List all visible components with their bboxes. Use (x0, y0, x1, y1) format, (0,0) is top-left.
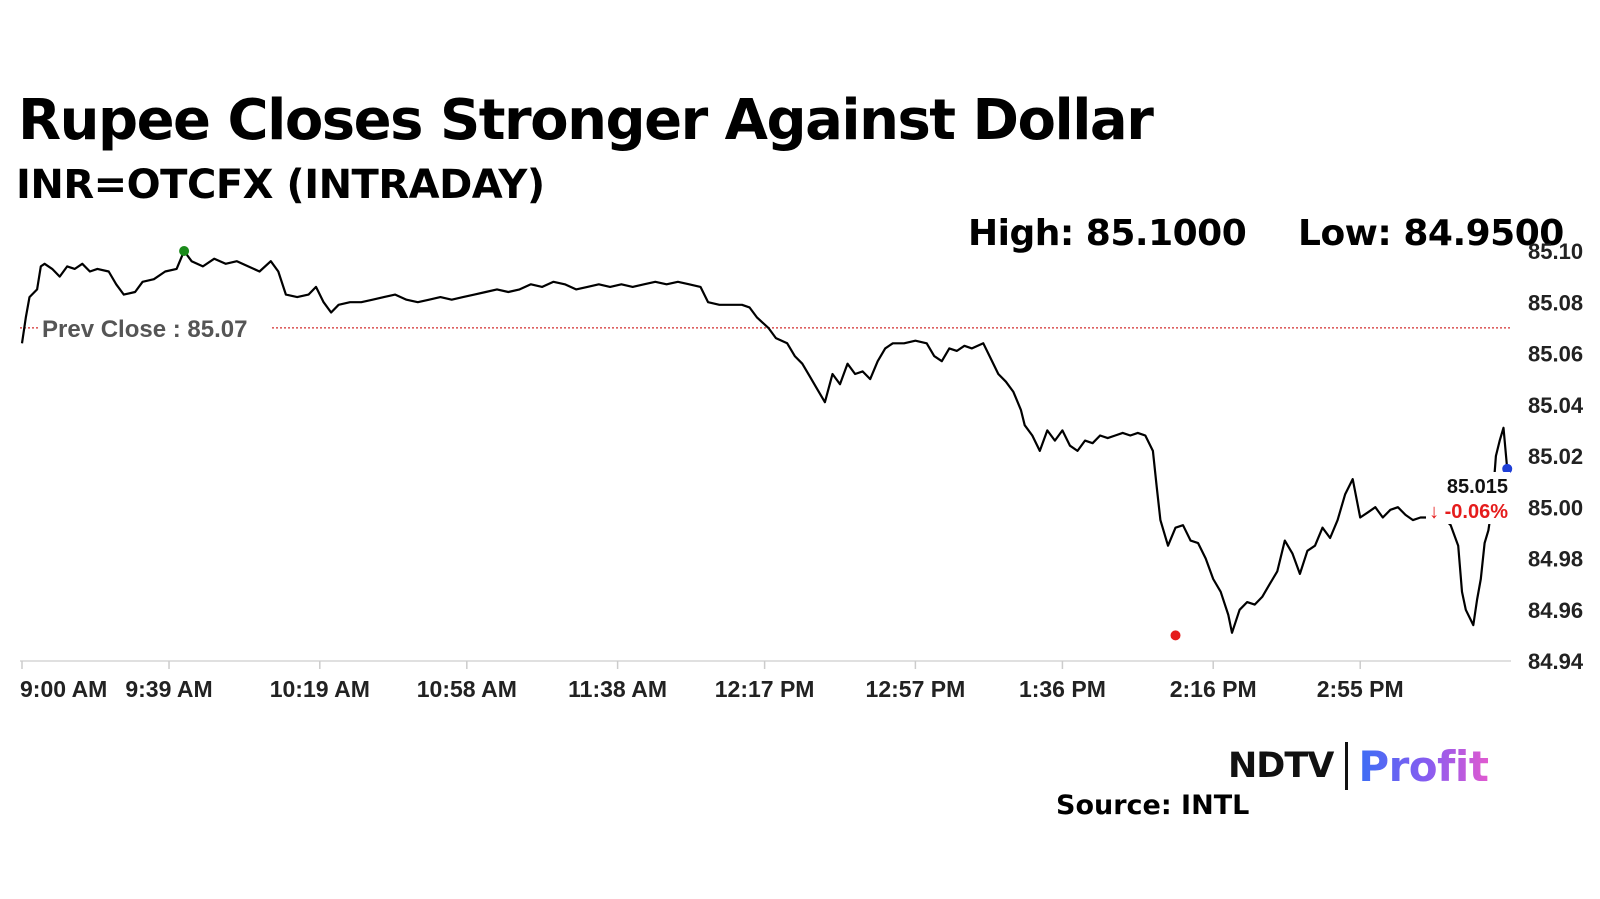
high-marker (179, 246, 190, 256)
last-price-value: 85.015 (1447, 476, 1508, 498)
x-tick-label: 2:55 PM (1317, 676, 1404, 702)
y-tick-label: 85.02 (1528, 444, 1583, 469)
y-tick-label: 85.00 (1528, 495, 1583, 520)
x-tick-label: 11:38 AM (568, 676, 667, 702)
ndtv-profit-logo: NDTV Profit (1228, 736, 1489, 796)
last-price-marker (1502, 463, 1513, 474)
chart-title: Rupee Closes Stronger Against Dollar (18, 88, 1154, 153)
high-value: High: 85.1000 (968, 213, 1247, 254)
x-tick-label: 9:39 AM (125, 676, 212, 702)
x-tick-label: 2:16 PM (1170, 676, 1257, 702)
x-tick-label: 12:17 PM (715, 676, 815, 702)
brand-ndtv: NDTV (1228, 746, 1334, 786)
x-tick-label: 1:36 PM (1019, 676, 1106, 702)
y-tick-label: 84.98 (1528, 547, 1583, 572)
y-tick-label: 84.94 (1528, 649, 1584, 674)
last-price-change: ↓ -0.06% (1429, 501, 1508, 523)
y-tick-label: 85.04 (1528, 393, 1584, 418)
source-label: Source: INTL (1056, 790, 1250, 821)
x-tick-label: 12:57 PM (866, 676, 966, 702)
x-tick-label: 10:19 AM (270, 676, 370, 702)
chart-subtitle: INR=OTCFX (INTRADAY) (16, 162, 545, 208)
low-value: Low: 84.9500 (1298, 213, 1564, 254)
x-tick-label: 9:00 AM (20, 676, 107, 702)
last-price-box (1426, 472, 1510, 524)
brand-divider (1345, 742, 1349, 790)
y-tick-label: 84.96 (1528, 598, 1583, 623)
low-marker (1170, 630, 1181, 641)
y-tick-label: 85.10 (1528, 239, 1583, 264)
prev-close-label: Prev Close : 85.07 (42, 316, 247, 343)
y-tick-label: 85.06 (1528, 342, 1583, 367)
x-tick-label: 10:58 AM (417, 676, 517, 702)
brand-profit: Profit (1358, 741, 1489, 791)
y-tick-label: 85.08 (1528, 290, 1583, 315)
price-line (20, 249, 1509, 634)
